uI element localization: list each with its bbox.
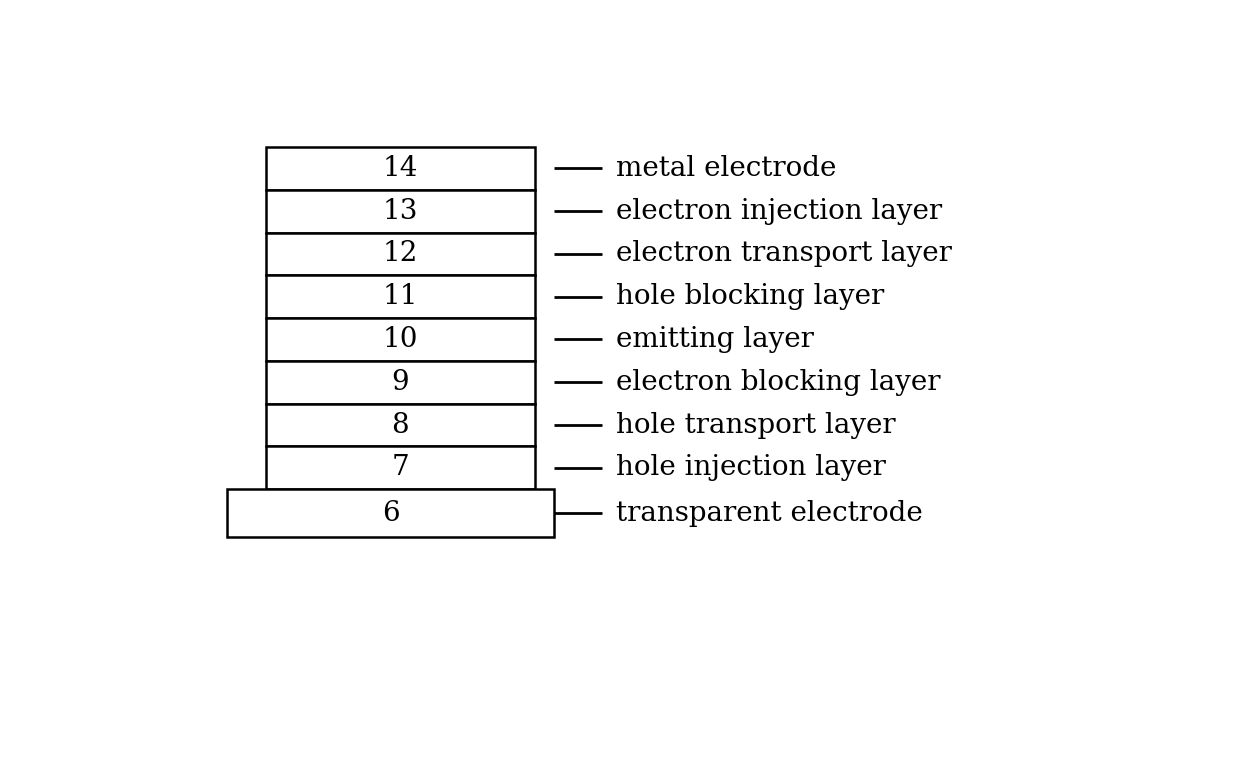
Text: electron transport layer: electron transport layer xyxy=(616,240,952,267)
Text: electron injection layer: electron injection layer xyxy=(616,198,942,224)
Text: 14: 14 xyxy=(382,155,418,182)
Text: hole blocking layer: hole blocking layer xyxy=(616,283,884,310)
Text: 9: 9 xyxy=(392,369,409,396)
Text: electron blocking layer: electron blocking layer xyxy=(616,369,941,396)
Bar xyxy=(265,147,534,189)
Text: 6: 6 xyxy=(382,500,399,527)
Text: emitting layer: emitting layer xyxy=(616,326,815,353)
Bar xyxy=(227,489,554,537)
Text: 12: 12 xyxy=(382,240,418,267)
Bar xyxy=(265,403,534,447)
Bar xyxy=(265,233,534,275)
Text: transparent electrode: transparent electrode xyxy=(616,500,923,527)
Bar xyxy=(265,447,534,489)
Bar xyxy=(265,361,534,403)
Text: 11: 11 xyxy=(382,283,418,310)
Text: 8: 8 xyxy=(392,412,409,438)
Text: hole injection layer: hole injection layer xyxy=(616,454,887,481)
Bar xyxy=(265,189,534,233)
Text: 10: 10 xyxy=(382,326,418,353)
Text: 13: 13 xyxy=(382,198,418,224)
Text: hole transport layer: hole transport layer xyxy=(616,412,897,438)
Bar xyxy=(265,275,534,318)
Text: 7: 7 xyxy=(391,454,409,481)
Bar xyxy=(265,318,534,361)
Text: metal electrode: metal electrode xyxy=(616,155,837,182)
